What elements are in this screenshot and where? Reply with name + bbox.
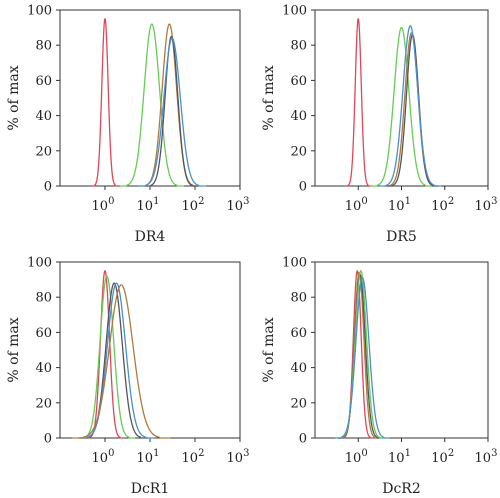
x-tick-label: 102 <box>431 448 454 466</box>
plot-frame <box>59 9 241 187</box>
y-tick-label: 60 <box>35 326 52 341</box>
y-tick-label: 20 <box>290 144 307 159</box>
y-tick-label: 20 <box>35 144 52 159</box>
x-tick-label: 103 <box>227 448 250 466</box>
x-tick-label: 102 <box>182 448 205 466</box>
chart-panel-dcr1: 0 20 40 60 80 100 100 101 102 103 % of max DcR1 <box>6 256 249 498</box>
x-tick-label: 101 <box>388 196 411 214</box>
x-tick-label: 101 <box>388 448 411 466</box>
y-tick-label: 40 <box>290 109 307 124</box>
y-tick-label: 80 <box>290 39 307 54</box>
histogram-series-3 <box>336 270 385 439</box>
histogram-series-1 <box>119 23 185 187</box>
x-tick-label: 100 <box>92 196 115 214</box>
x-tick-label: 102 <box>182 196 205 214</box>
histogram-series-4 <box>379 25 442 187</box>
histogram-series-4 <box>334 277 390 439</box>
x-tick-label: 103 <box>475 448 498 466</box>
x-tick-label: 103 <box>475 196 498 214</box>
y-axis-title: % of max <box>6 317 22 382</box>
plot-frame <box>314 261 489 439</box>
chart-panel-dr5: 0 20 40 60 80 100 100 101 102 103 % of max DR5 <box>261 4 497 246</box>
y-tick-label: 60 <box>290 326 307 341</box>
y-tick-label: 40 <box>35 109 52 124</box>
x-tick-label: 103 <box>227 196 250 214</box>
y-tick-label: 80 <box>35 291 52 306</box>
histogram-series-3 <box>144 35 199 187</box>
y-tick-label: 20 <box>35 396 52 411</box>
y-tick-label: 80 <box>290 291 307 306</box>
x-tick-label: 101 <box>137 448 160 466</box>
chart-panel-dcr2: 0 20 40 60 80 100 100 101 102 103 % of max DcR2 <box>261 256 497 498</box>
histogram-series-0 <box>91 18 119 187</box>
panel-label: DcR2 <box>382 481 421 497</box>
y-tick-label: 100 <box>282 256 307 271</box>
y-tick-label: 0 <box>44 432 52 447</box>
histogram-series-4 <box>137 37 207 187</box>
x-tick-label: 101 <box>137 196 160 214</box>
histogram-series-1 <box>370 26 433 187</box>
y-axis-title: % of max <box>261 317 277 382</box>
y-tick-label: 100 <box>282 4 307 19</box>
x-tick-label: 102 <box>431 196 454 214</box>
y-tick-label: 80 <box>35 39 52 54</box>
y-tick-label: 0 <box>44 180 52 195</box>
y-tick-label: 60 <box>35 74 52 89</box>
y-tick-label: 40 <box>35 361 52 376</box>
panel-label: DR5 <box>386 229 417 245</box>
y-tick-label: 100 <box>27 4 52 19</box>
y-tick-label: 20 <box>290 396 307 411</box>
x-tick-label: 100 <box>345 196 368 214</box>
histogram-series-3 <box>78 282 155 439</box>
histogram-series-3 <box>386 33 439 187</box>
chart-panel-dr4: 0 20 40 60 80 100 100 101 102 103 % of max DR4 <box>6 4 249 246</box>
histogram-series-4 <box>72 284 171 439</box>
x-tick-label: 100 <box>345 448 368 466</box>
histogram-series-0 <box>345 18 372 187</box>
y-tick-label: 60 <box>290 74 307 89</box>
y-tick-label: 0 <box>299 432 307 447</box>
y-axis-title: % of max <box>6 65 22 130</box>
panel-label: DcR1 <box>131 481 170 497</box>
y-tick-label: 0 <box>299 180 307 195</box>
x-tick-label: 100 <box>92 448 115 466</box>
y-tick-label: 100 <box>27 256 52 271</box>
y-tick-label: 40 <box>290 361 307 376</box>
y-axis-title: % of max <box>261 65 277 130</box>
panel-label: DR4 <box>135 229 166 245</box>
plot-frame <box>59 261 241 439</box>
